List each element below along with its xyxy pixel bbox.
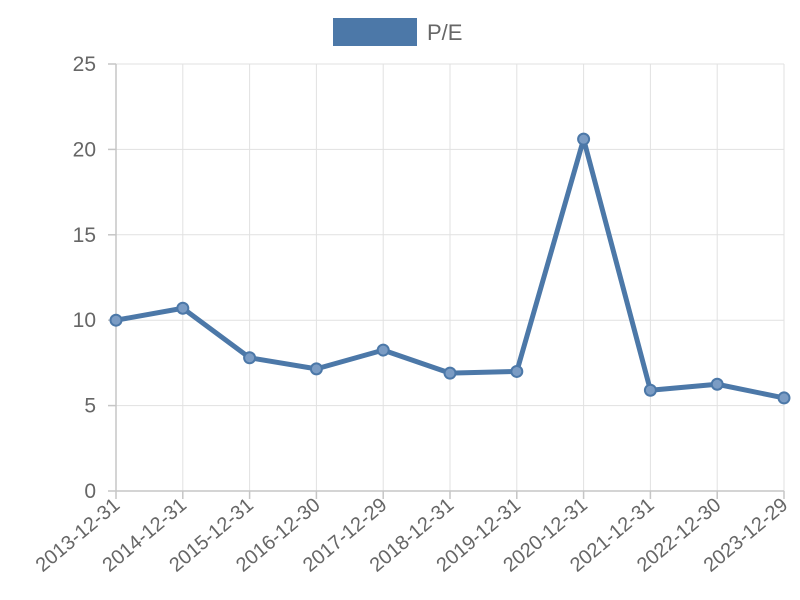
data-point[interactable] <box>243 351 257 365</box>
legend[interactable]: P/E <box>333 18 462 46</box>
y-tick-label: 20 <box>73 138 96 161</box>
data-point[interactable] <box>710 377 724 391</box>
data-point[interactable] <box>109 313 123 327</box>
y-tick-label: 0 <box>84 480 96 503</box>
y-tick-label: 25 <box>73 53 96 76</box>
y-tick-label: 5 <box>84 395 96 418</box>
y-tick-label: 10 <box>73 309 96 332</box>
data-point[interactable] <box>510 364 524 378</box>
y-tick-label: 15 <box>73 224 96 247</box>
data-point[interactable] <box>443 366 457 380</box>
data-point[interactable] <box>777 391 791 405</box>
data-point[interactable] <box>176 301 190 315</box>
data-point[interactable] <box>309 362 323 376</box>
legend-label[interactable]: P/E <box>427 20 462 45</box>
data-point[interactable] <box>643 383 657 397</box>
axes <box>108 63 785 499</box>
series-layer <box>109 132 791 405</box>
grid <box>116 63 785 491</box>
data-point[interactable] <box>577 132 591 146</box>
data-point[interactable] <box>376 343 390 357</box>
legend-swatch[interactable] <box>333 18 417 46</box>
